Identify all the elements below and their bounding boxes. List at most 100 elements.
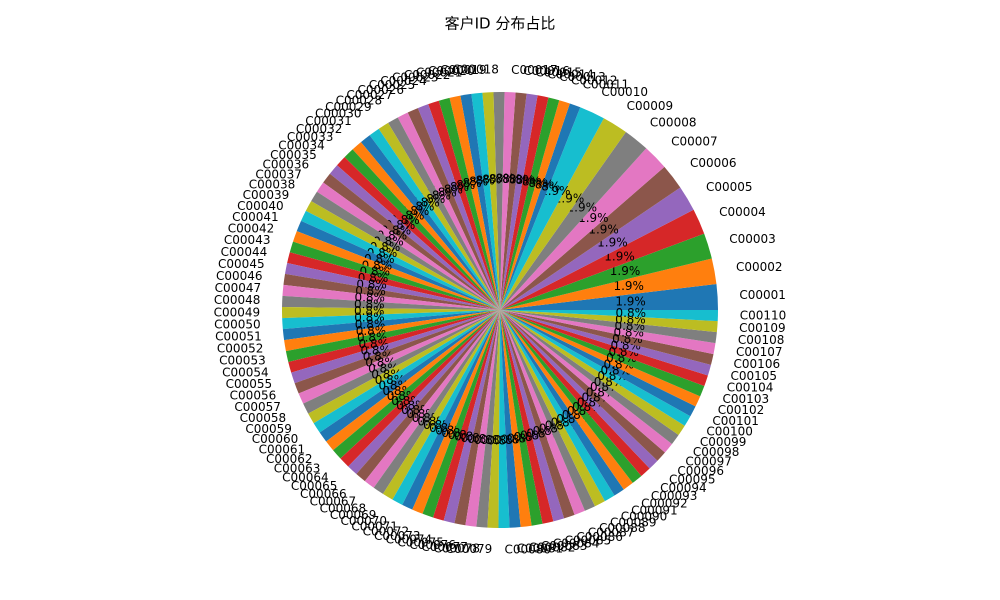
pie-slice — [500, 310, 624, 496]
pie-slice — [500, 310, 642, 483]
pie-slice — [500, 310, 711, 376]
pie-slice — [283, 273, 500, 310]
pie-slice — [412, 310, 500, 514]
slice-label: C00093 — [651, 489, 698, 503]
slice-label: C00022 — [404, 68, 451, 82]
pie-slice — [500, 166, 681, 310]
pie-slice — [282, 310, 500, 341]
pie-slice — [500, 310, 575, 519]
pie-slice — [500, 310, 718, 322]
slice-percent: 1.9% — [615, 295, 646, 309]
slice-label: C00032 — [296, 122, 343, 136]
slice-label: C00075 — [397, 536, 444, 550]
slice-label: C00086 — [576, 530, 623, 544]
pie-slice — [340, 310, 500, 467]
slice-label: C00024 — [380, 74, 427, 88]
pie-slice — [284, 310, 500, 352]
pie-slice — [500, 310, 705, 397]
pie-slice — [500, 209, 705, 310]
slice-label: C00094 — [660, 481, 707, 495]
pie-slice — [500, 103, 581, 310]
slice-percent: 0.8% — [616, 306, 647, 320]
pie-slice — [319, 310, 500, 442]
pie-slice — [500, 310, 696, 417]
slice-label: C00084 — [553, 536, 600, 550]
slice-label: C00014 — [547, 67, 594, 81]
pie-slice — [476, 310, 500, 528]
slice-label: C00040 — [237, 199, 284, 213]
pie-slice — [433, 310, 500, 521]
slice-label: C00029 — [325, 100, 372, 114]
slice-label: C00063 — [274, 461, 321, 475]
pie-slice — [500, 258, 717, 310]
slice-label: C00054 — [222, 366, 269, 380]
pie-slice — [500, 310, 633, 490]
slice-label: C00081 — [517, 542, 564, 556]
pie-slice — [326, 310, 500, 451]
slice-percent: 1.9% — [610, 264, 641, 278]
slice-label: C00003 — [729, 232, 776, 246]
slice-label: C00080 — [504, 542, 551, 556]
pie-slice — [296, 220, 500, 310]
pie-slice — [500, 310, 615, 502]
slice-label: C00027 — [346, 88, 393, 102]
slice-label: C00052 — [217, 342, 264, 356]
pie-slice — [282, 310, 500, 330]
slice-label: C00091 — [631, 503, 678, 517]
pie-slice — [482, 92, 500, 310]
slice-label: C00011 — [583, 77, 630, 91]
slice-label: C00033 — [287, 130, 334, 144]
slice-label: C00095 — [669, 473, 716, 487]
pie-slice — [500, 97, 560, 310]
pie-slice — [443, 310, 500, 524]
slice-label: C00016 — [523, 64, 570, 78]
slice-label: C00077 — [421, 540, 468, 554]
pie-slice — [378, 122, 500, 310]
pie-slice — [344, 149, 500, 310]
pie-slice — [500, 310, 717, 344]
pie-slice — [417, 104, 500, 310]
pie-slice — [498, 310, 510, 528]
slice-percent: 1.9% — [613, 279, 644, 293]
slice-label: C00058 — [240, 411, 287, 425]
slice-label: C00056 — [230, 389, 277, 403]
slice-label: C00012 — [571, 73, 618, 87]
slice-label: C00037 — [255, 167, 302, 181]
slice-label: C00098 — [693, 445, 740, 459]
slice-label: C00047 — [215, 281, 262, 295]
pie-slice — [301, 210, 500, 310]
slice-label: C00083 — [541, 539, 588, 553]
pie-slice — [407, 108, 500, 310]
pie-slice — [333, 310, 500, 459]
pie-slice — [500, 310, 596, 511]
slice-label: C00109 — [739, 321, 786, 335]
slice-label: C00023 — [392, 71, 439, 85]
slice-label: C00005 — [706, 180, 753, 194]
slice-label: C00087 — [588, 526, 635, 540]
slice-label: C00034 — [278, 139, 325, 153]
pie-slice — [369, 128, 500, 310]
pie-slice — [285, 310, 500, 362]
slice-label: C00079 — [446, 542, 493, 556]
pie-slice — [500, 92, 516, 310]
slice-label: C00044 — [221, 245, 268, 259]
pie-slice — [364, 310, 500, 488]
pie-slice — [500, 310, 565, 522]
pie-slice — [428, 100, 500, 310]
slice-label: C00042 — [228, 221, 275, 235]
slice-percent: 0.8% — [354, 297, 385, 311]
slice-label: C00104 — [727, 380, 774, 394]
slice-label: C00099 — [700, 435, 747, 449]
slice-label: C00060 — [252, 432, 299, 446]
pie-slice — [316, 182, 500, 310]
slice-label: C00008 — [650, 115, 697, 129]
slice-label: C00089 — [610, 516, 657, 530]
slice-label: C00100 — [706, 425, 753, 439]
pie-slice — [500, 310, 708, 387]
pie-slice — [323, 173, 500, 310]
pie-slice — [422, 310, 500, 518]
pie-slice — [500, 148, 665, 310]
pie-slice — [500, 95, 549, 310]
slice-label: C00028 — [336, 94, 383, 108]
pie-slice — [382, 310, 500, 500]
